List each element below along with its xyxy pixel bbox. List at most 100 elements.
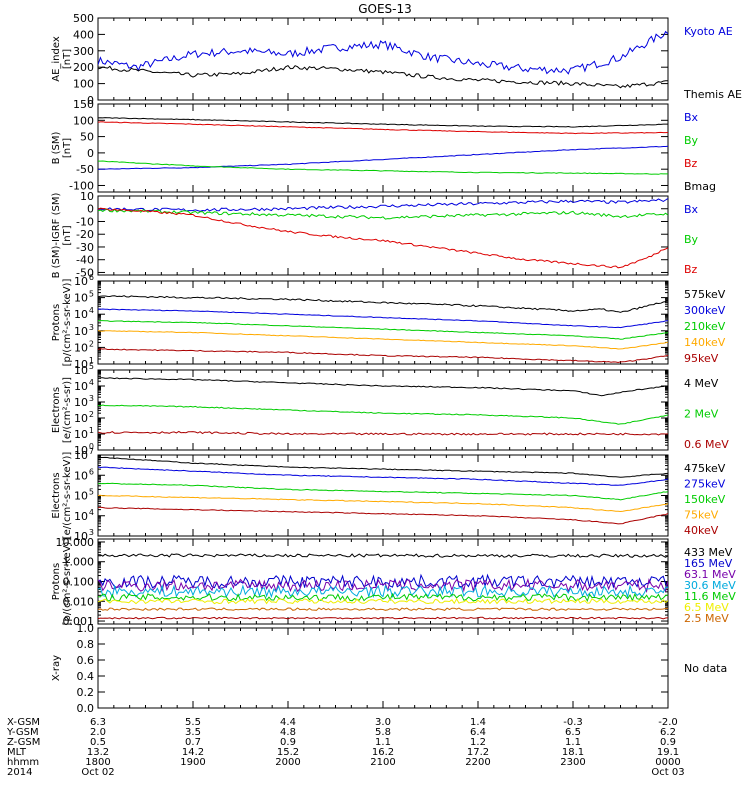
- y-tick-label: 10: [74, 292, 88, 305]
- y-axis-title: B (SM): [51, 131, 62, 164]
- y-tick-label: 10: [74, 444, 88, 457]
- y-tick-label: 10: [74, 364, 88, 377]
- ephemeris-row-label: hhmm: [7, 757, 39, 768]
- ephemeris-value: Oct 03: [651, 767, 684, 778]
- y-tick-label: -50: [76, 266, 94, 279]
- series-line-unlabeled: [98, 616, 668, 620]
- y-tick-label: 0.4: [77, 670, 95, 683]
- y-tick-label: 10: [74, 358, 88, 371]
- ephemeris-value: 0.5: [90, 737, 106, 748]
- panel-frame: [97, 627, 669, 709]
- y-tick-label: 10: [74, 396, 88, 409]
- y-tick-label: -100: [69, 179, 94, 192]
- series-line-2-mev: [98, 404, 668, 425]
- y-tick-exponent: 6: [89, 467, 94, 476]
- ephemeris-value: 5.8: [375, 727, 391, 738]
- ephemeris-value: 2200: [465, 757, 490, 768]
- ephemeris-value: 3.5: [185, 727, 201, 738]
- y-axis-title: [p/(cm²-s-sr-keV)]: [62, 538, 73, 626]
- y-tick-label: 10: [74, 490, 88, 503]
- y-axis-title: [nT]: [62, 138, 73, 158]
- ephemeris-value: -2.0: [658, 717, 678, 728]
- series-line-300kev: [98, 308, 668, 329]
- panel-7: 0.001 0.010 0.100 1.000 10.000 Protons [p/(cm²…: [51, 536, 736, 628]
- ephemeris-value: 5.5: [185, 717, 201, 728]
- y-tick-exponent: 3: [89, 323, 94, 332]
- ephemeris-value: 15.2: [277, 747, 299, 758]
- ephemeris-value: 0.9: [280, 737, 296, 748]
- y-tick-label: 0.2: [77, 686, 95, 699]
- panel-2: -100 -50 0 50 100 150 B (SM) [nT] Bx By Bz Bmag: [51, 98, 716, 193]
- y-tick-exponent: 3: [89, 528, 94, 537]
- ephemeris-value: -0.3: [563, 717, 583, 728]
- ephemeris-value: 0000: [655, 757, 680, 768]
- y-axis-title: B (SM)-IGRF (SM): [51, 193, 62, 279]
- ephemeris-value: Oct 02: [81, 767, 114, 778]
- ephemeris-row-label: Y-GSM: [6, 727, 39, 738]
- series-line-bz: [98, 207, 668, 269]
- y-tick-label: -10: [76, 215, 94, 228]
- y-axis-title: Protons: [51, 563, 62, 600]
- y-axis-title: [e/(cm²-s-sr)]: [62, 377, 73, 443]
- y-tick-label: -40: [76, 254, 94, 267]
- ephemeris-value: 2100: [370, 757, 395, 768]
- y-tick-exponent: 7: [89, 447, 94, 456]
- y-tick-exponent: 2: [89, 410, 94, 419]
- y-axis-title: [nT]: [62, 49, 73, 69]
- y-tick-exponent: 5: [89, 290, 94, 299]
- series-line-63-1-mev: [98, 577, 668, 594]
- legend-entry: By: [684, 233, 699, 246]
- series-group: [98, 117, 668, 175]
- series-group: [98, 553, 668, 620]
- legend-entry: 2.5 MeV: [684, 612, 729, 625]
- y-axis-title: [p/(cm²-s-sr-keV)]: [62, 279, 73, 367]
- y-tick-label: 400: [73, 28, 94, 41]
- legend-entry: Kyoto AE: [684, 25, 733, 38]
- y-tick-exponent: 3: [89, 394, 94, 403]
- ephemeris-value: 6.5: [565, 727, 581, 738]
- legend-entry: Bmag: [684, 180, 716, 193]
- series-line-150kev: [98, 482, 668, 501]
- legend-entry: 30.6 MeV: [684, 579, 736, 592]
- legend-entry: 575keV: [684, 288, 726, 301]
- legend-entry: Bx: [684, 111, 699, 124]
- ephemeris-value: 1.4: [470, 717, 486, 728]
- ephemeris-value: 3.0: [375, 717, 391, 728]
- ephemeris-value: 1900: [180, 757, 205, 768]
- legend-entry: 210keV: [684, 320, 726, 333]
- y-tick-label: 10: [74, 510, 88, 523]
- series-line-40kev: [98, 506, 668, 525]
- legend-entry: 0.6 MeV: [684, 438, 729, 451]
- y-axis-title: Protons: [51, 304, 62, 341]
- ephemeris-row-label: Z-GSM: [7, 737, 40, 748]
- ephemeris-value: 17.2: [467, 747, 489, 758]
- y-tick-label: 10: [74, 275, 88, 288]
- legend-entry: 75keV: [684, 509, 719, 522]
- y-tick-exponent: 2: [89, 339, 94, 348]
- panel-frame: [97, 369, 669, 451]
- y-tick-label: 100: [73, 78, 94, 91]
- y-tick-label: 0.6: [77, 654, 95, 667]
- series-line-kyoto-ae: [98, 30, 668, 75]
- y-tick-label: 0.100: [63, 576, 95, 589]
- ephemeris-value: 14.2: [182, 747, 204, 758]
- y-tick-label: 10: [74, 469, 88, 482]
- y-tick-label: 10: [74, 308, 88, 321]
- series-line-30-6-mev: [98, 583, 668, 599]
- legend-entry: Bx: [684, 203, 699, 216]
- y-tick-label: 10: [74, 428, 88, 441]
- y-tick-label: 0.010: [63, 595, 95, 608]
- y-tick-label: 100: [73, 114, 94, 127]
- y-axis-title: [nT]: [62, 225, 73, 245]
- legend-entry: Bz: [684, 263, 698, 276]
- y-tick-label: 10: [74, 341, 88, 354]
- series-line-bx: [98, 145, 668, 170]
- y-axis-title: [e/(cm²-s-sr-keV)]: [62, 452, 73, 540]
- series-line-475kev: [98, 456, 668, 478]
- no-data-note: No data: [684, 662, 727, 675]
- ephemeris-value: 1.1: [565, 737, 581, 748]
- plot-title: GOES-13: [358, 2, 412, 16]
- series-line-themis-ae: [98, 64, 668, 89]
